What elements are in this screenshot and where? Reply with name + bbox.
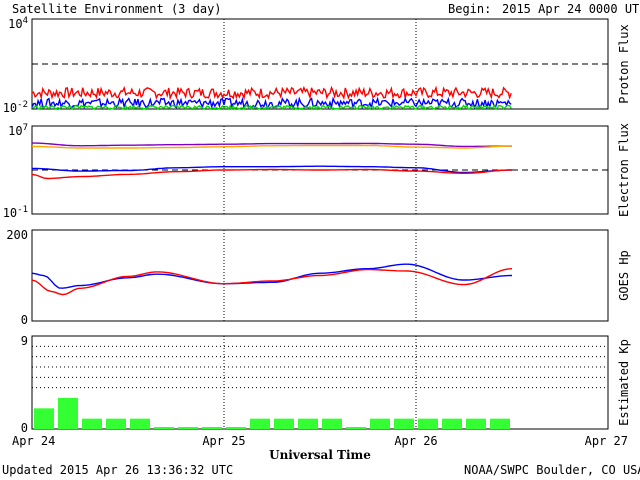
credit-text: NOAA/SWPC Boulder, CO USA: [464, 463, 640, 477]
kp-bar: [370, 418, 390, 429]
x-tick-label: Apr 24: [12, 434, 55, 448]
y-tick-label-bottom: 10-2: [3, 100, 28, 115]
kp-bar: [298, 418, 318, 429]
series-line: [31, 104, 512, 111]
series-line: [31, 168, 513, 180]
kp-bar: [106, 418, 126, 429]
series-line: [32, 165, 512, 174]
y-tick-label-top: 200: [6, 228, 28, 242]
y-tick-label-bottom: 0: [21, 421, 28, 435]
plot-title: Satellite Environment (3 day): [12, 2, 222, 16]
y-axis-label: Electron Flux: [617, 123, 631, 217]
begin-label: Begin:: [448, 2, 492, 16]
kp-bar: [130, 418, 150, 429]
begin-value: 2015 Apr 24 0000 UTC: [502, 2, 640, 16]
kp-bar: [466, 418, 486, 429]
y-axis-label: GOES Hp: [617, 250, 631, 301]
kp-bar: [442, 418, 462, 429]
y-axis-label: Proton Flux: [617, 24, 631, 103]
kp-bar: [202, 427, 222, 429]
kp-bar: [250, 418, 270, 429]
panel-frame: [31, 229, 609, 322]
kp-bar: [82, 418, 102, 429]
kp-bar: [58, 398, 78, 429]
y-tick-label-bottom: 0: [21, 313, 28, 327]
x-axis-label: Universal Time: [269, 448, 371, 462]
kp-bar: [490, 418, 510, 429]
series-line: [31, 85, 512, 101]
y-tick-label-top: 9: [21, 334, 28, 348]
x-tick-label: Apr 25: [202, 434, 245, 448]
series-line: [31, 268, 513, 296]
kp-bar: [226, 427, 246, 429]
x-tick-label: Apr 27: [585, 434, 628, 448]
y-axis-label: Estimated Kp: [617, 339, 631, 426]
kp-bar: [418, 418, 438, 429]
x-tick-label: Apr 26: [394, 434, 437, 448]
kp-bar: [346, 427, 366, 429]
updated-timestamp: Updated 2015 Apr 26 13:36:32 UTC: [2, 463, 234, 477]
y-tick-label-bottom: 10-1: [3, 205, 28, 220]
kp-bar: [394, 418, 414, 429]
kp-bar: [34, 408, 54, 429]
series-line: [32, 144, 512, 149]
kp-bar: [178, 427, 198, 429]
y-tick-label-top: 107: [8, 123, 28, 138]
kp-bar: [154, 427, 174, 429]
series-line: [32, 142, 512, 148]
kp-bar: [274, 418, 294, 429]
series-line: [31, 263, 513, 289]
kp-bar: [322, 418, 342, 429]
series-line: [31, 96, 512, 111]
panel-frame: [31, 335, 609, 430]
y-tick-label-top: 104: [8, 16, 28, 31]
